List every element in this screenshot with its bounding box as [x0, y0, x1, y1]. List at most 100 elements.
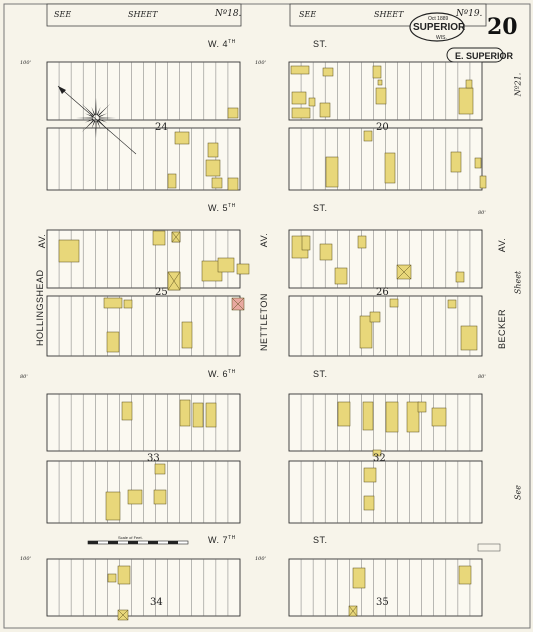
street-w5-name: W. 5TH	[208, 203, 236, 213]
block-number-26: 26	[376, 287, 389, 298]
building-2	[291, 91, 307, 105]
building-14	[207, 142, 219, 158]
building-17	[167, 173, 177, 189]
building-58	[127, 489, 143, 505]
sheet-number: 20	[487, 14, 518, 40]
width-80-a: 80'	[20, 374, 28, 380]
building-39	[123, 299, 133, 309]
hollingshead-av-abbr: AV.	[37, 233, 47, 249]
becker-av-abbr: AV.	[497, 237, 507, 253]
compass-needle-line	[57, 85, 137, 155]
city-block-west-34n	[46, 558, 241, 617]
width-100-c: 100'	[20, 556, 31, 562]
building-31	[236, 263, 250, 275]
building-42	[359, 315, 373, 349]
sheet-ref-18: Nº18.	[215, 9, 242, 19]
outbuilding-cross-b-5	[348, 605, 358, 617]
see-label-left: SEE	[54, 10, 72, 19]
building-50	[205, 402, 217, 428]
building-13	[174, 131, 190, 145]
building-8	[375, 87, 387, 105]
stamp-city: SUPERIOR	[413, 22, 466, 33]
building-6	[322, 67, 334, 77]
building-66	[352, 567, 366, 589]
building-40	[181, 321, 193, 349]
width-80-c: 80'	[478, 210, 486, 216]
scale-bar-segment-6	[148, 541, 158, 544]
nettleton-av-label: NETTLETON	[259, 293, 269, 351]
building-26	[152, 230, 166, 246]
outbuilding-cross-b-2	[396, 264, 412, 280]
width-100-a: 100'	[20, 60, 31, 66]
sheet-ref-word: Sheet	[513, 270, 523, 295]
building-47	[121, 401, 133, 421]
street-w7-name: W. 7TH	[208, 535, 236, 545]
building-37	[455, 271, 465, 283]
width-80-b: 80'	[478, 374, 486, 380]
city-block-east-25n	[288, 229, 483, 289]
stamp-state: WIS.	[436, 35, 447, 41]
building-30	[217, 257, 235, 273]
street-w5-st: ST.	[313, 203, 328, 213]
scale-label: Scale of Feet.	[118, 535, 143, 540]
block-number-34: 34	[150, 597, 163, 608]
building-33	[301, 235, 311, 251]
becker-av-label: BECKER	[497, 308, 507, 349]
width-100-d: 100'	[255, 556, 266, 562]
building-63	[372, 449, 382, 457]
building-60	[153, 489, 167, 505]
building-56	[417, 401, 427, 413]
building-19	[325, 156, 339, 188]
building-53	[385, 401, 399, 433]
building-10	[458, 87, 474, 115]
city-block-west-24s	[46, 127, 241, 191]
outbuilding-cross-b-6	[231, 297, 245, 311]
building-1	[290, 65, 310, 75]
building-46	[460, 325, 478, 351]
building-59	[154, 463, 166, 475]
building-12	[227, 107, 239, 119]
scale-bar-segment-2	[108, 541, 118, 544]
building-41	[106, 331, 120, 353]
reference-box	[477, 543, 501, 552]
building-54	[406, 401, 420, 433]
location-stamp-oval	[409, 12, 465, 42]
street-w6-st: ST.	[313, 369, 328, 379]
building-35	[334, 267, 348, 285]
city-block-east-33s	[288, 460, 483, 524]
street-w6-name: W. 6TH	[208, 369, 236, 379]
block-number-20: 20	[376, 122, 389, 133]
building-67	[458, 565, 472, 585]
header-box-left	[46, 3, 242, 27]
building-21	[384, 152, 396, 184]
building-65	[107, 573, 117, 583]
building-44	[389, 298, 399, 308]
nettleton-av-abbr: AV.	[259, 232, 269, 248]
sheet-ref-19: Nº19.	[456, 9, 483, 19]
street-w4-name: W. 4TH	[208, 39, 236, 49]
outbuilding-cross-b-3	[167, 271, 181, 291]
block-number-33: 33	[147, 453, 160, 464]
city-block-west-25s	[46, 295, 241, 357]
sheet-ref-21: Nº21.	[513, 72, 523, 97]
building-51	[337, 401, 351, 427]
building-45	[447, 299, 457, 309]
building-7	[372, 65, 382, 79]
building-20	[363, 130, 373, 142]
building-24	[474, 157, 482, 169]
street-w4-st: ST.	[313, 39, 328, 49]
block-number-25: 25	[155, 287, 168, 298]
building-23	[479, 175, 487, 189]
building-22	[450, 151, 462, 173]
building-25	[58, 239, 80, 263]
scale-bar-segment-8	[168, 541, 178, 544]
city-block-west-24n	[46, 61, 241, 121]
building-11	[465, 79, 473, 89]
width-100-b: 100'	[255, 60, 266, 66]
building-55	[431, 407, 447, 427]
building-3	[291, 107, 311, 119]
block-number-24: 24	[155, 122, 168, 133]
city-block-east-34n	[288, 558, 483, 617]
